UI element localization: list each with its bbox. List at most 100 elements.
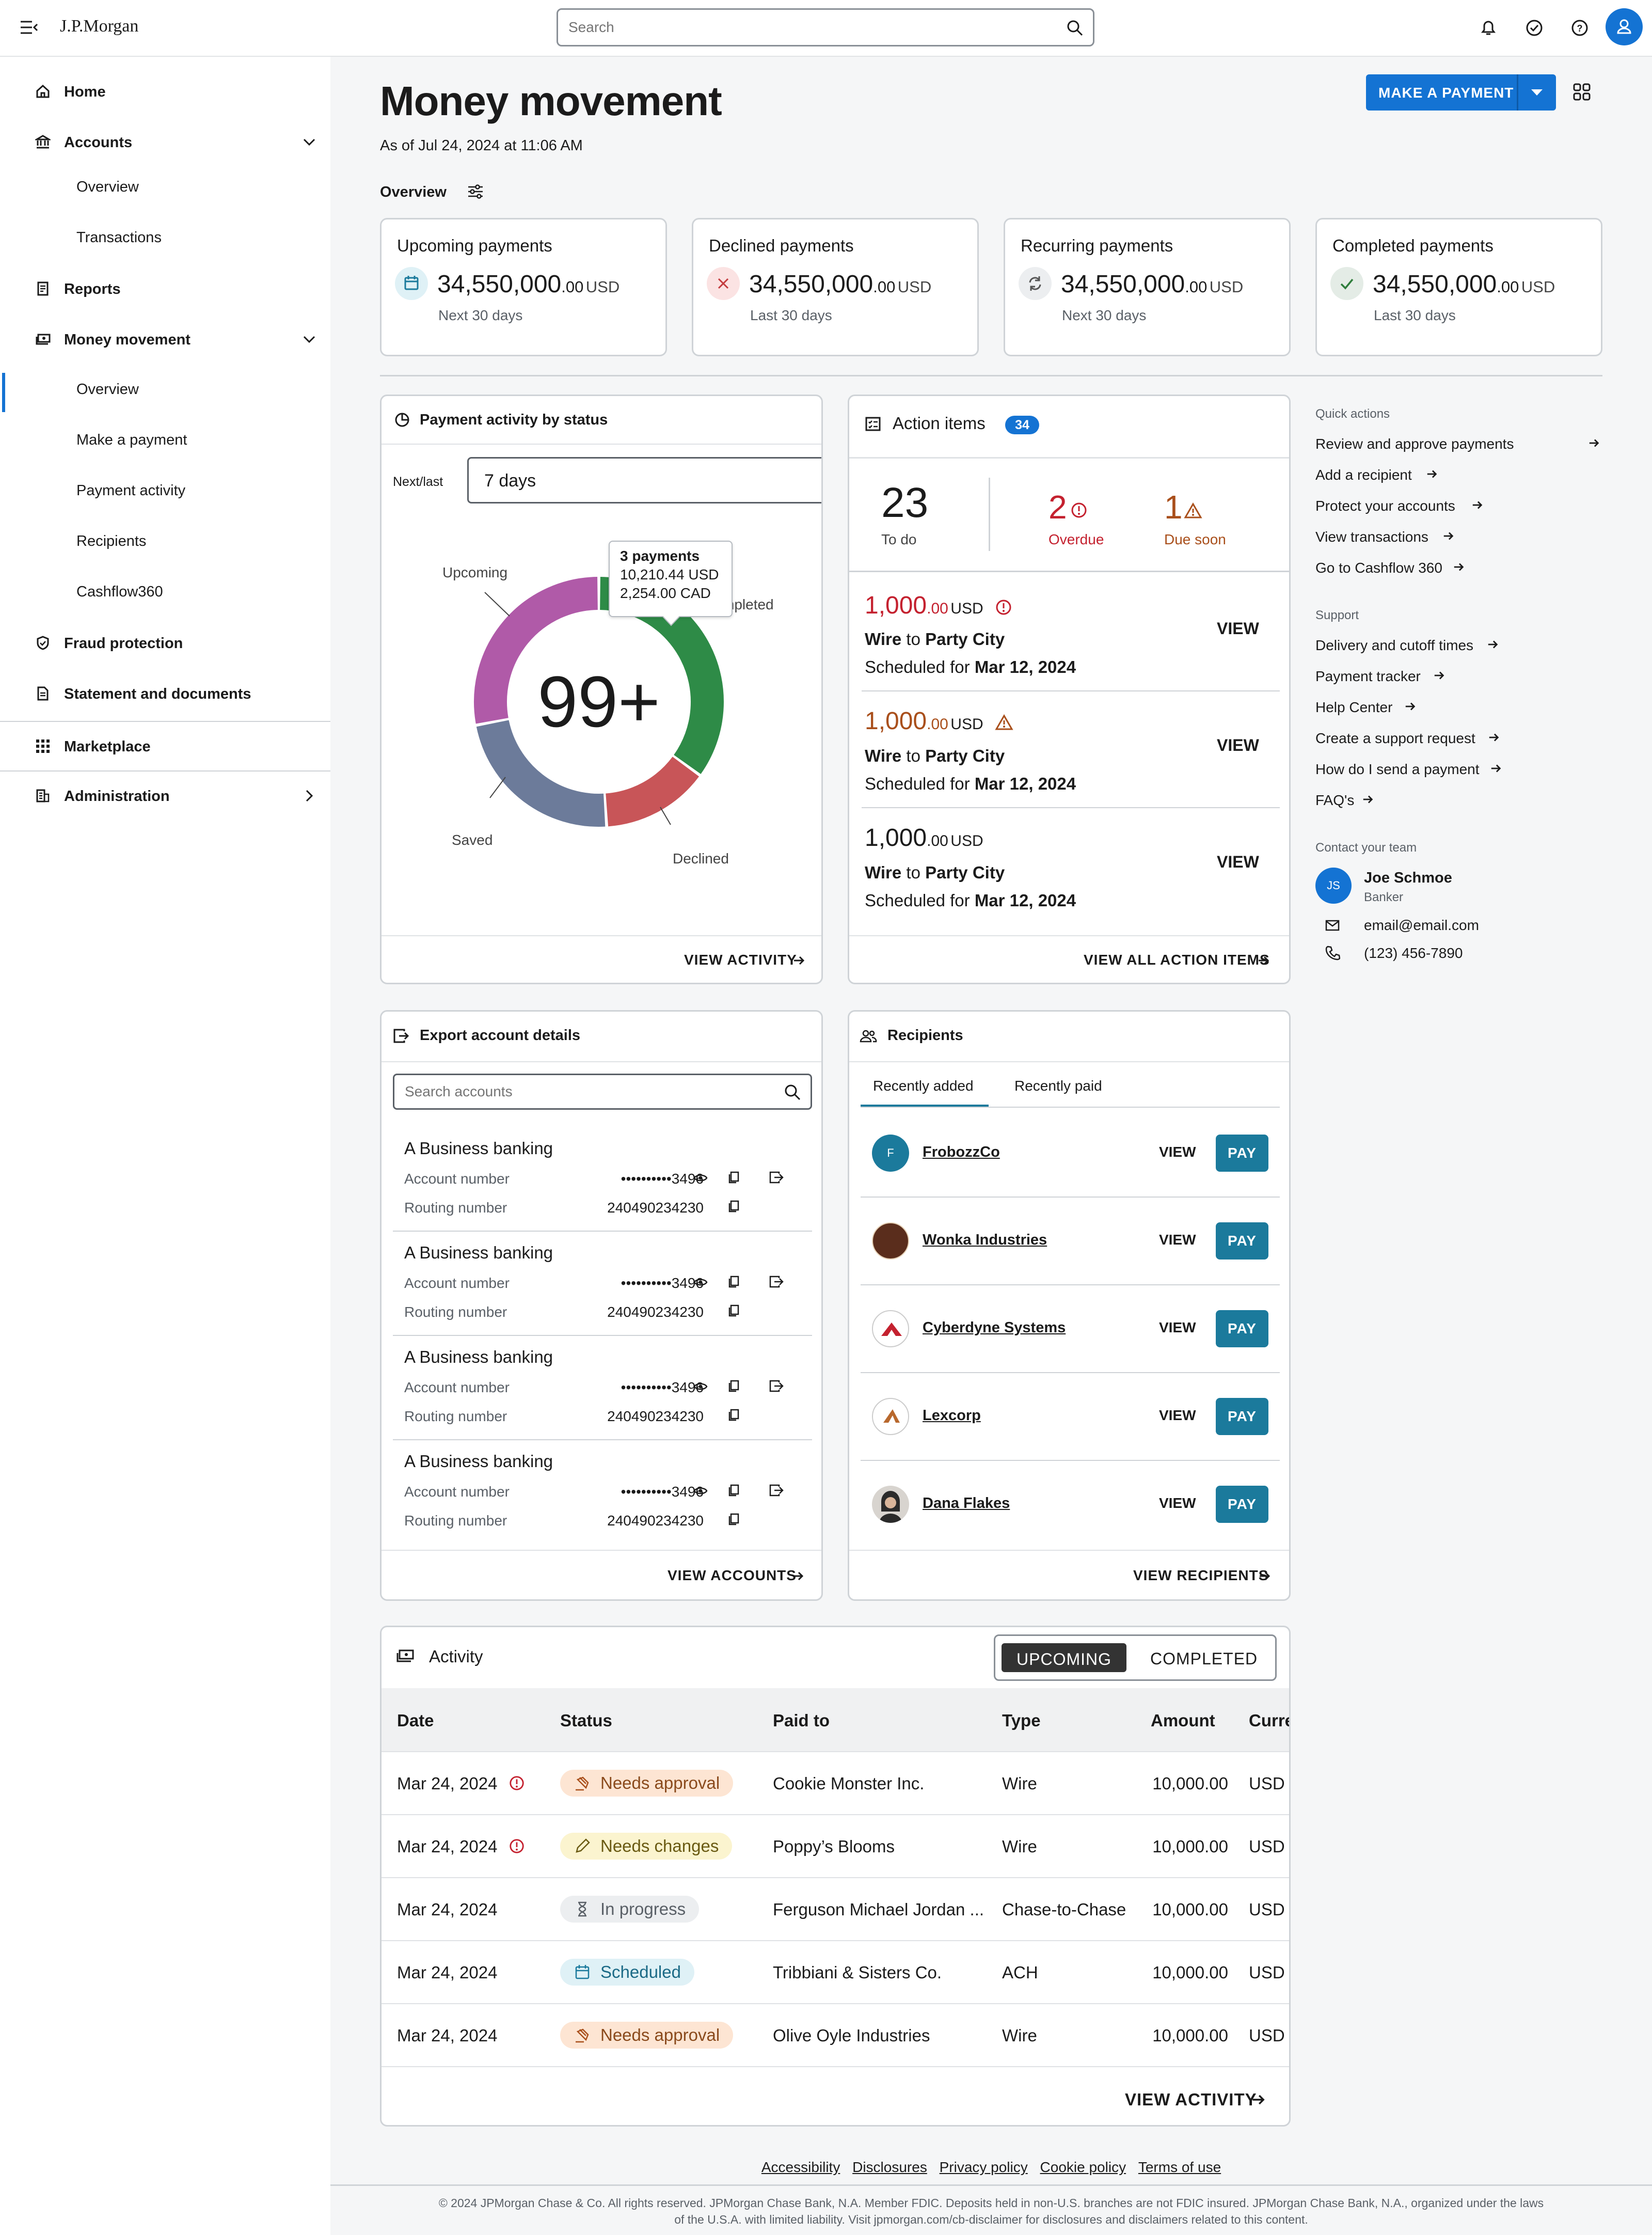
customize-grid-icon[interactable] [1572, 83, 1591, 101]
user-avatar-button[interactable] [1606, 8, 1643, 45]
table-row[interactable]: Mar 24, 2024 Needs changes Poppy’s Bloom… [382, 1814, 1289, 1877]
quick-action-protect[interactable]: Protect your accounts [1315, 498, 1455, 514]
sidebar-item-mm-overview[interactable]: Overview [76, 381, 139, 398]
col-type[interactable]: Type [1002, 1711, 1041, 1730]
eye-icon[interactable] [693, 1173, 708, 1183]
col-status[interactable]: Status [560, 1711, 612, 1730]
quick-action-view-transactions[interactable]: View transactions [1315, 529, 1428, 545]
recipient-name[interactable]: Dana Flakes [923, 1495, 1010, 1512]
banker-phone[interactable]: (123) 456-7890 [1364, 945, 1463, 961]
search-accounts-box[interactable] [393, 1074, 812, 1110]
period-select[interactable]: 7 days [467, 457, 821, 503]
due-count[interactable]: 1 [1164, 489, 1183, 526]
logo[interactable]: J.P.Morgan [60, 17, 139, 36]
view-activity-link[interactable]: VIEW ACTIVITY [684, 952, 797, 968]
footer-link-disclosures[interactable]: Disclosures [852, 2159, 927, 2175]
tab-recently-paid[interactable]: Recently paid [1014, 1078, 1102, 1094]
export-icon[interactable] [769, 1379, 784, 1393]
quick-action-review[interactable]: Review and approve payments [1315, 436, 1514, 452]
view-button[interactable]: VIEW [1159, 1319, 1196, 1335]
banker-email[interactable]: email@email.com [1364, 917, 1479, 933]
sidebar-item-fraud-protection[interactable]: Fraud protection [0, 620, 330, 666]
overdue-count[interactable]: 2 [1049, 489, 1067, 526]
footer-link-cookie[interactable]: Cookie policy [1040, 2159, 1126, 2175]
view-button[interactable]: VIEW [1217, 736, 1259, 754]
copy-icon[interactable] [727, 1379, 740, 1393]
copy-icon[interactable] [727, 1484, 740, 1497]
menu-collapse-icon[interactable] [20, 20, 38, 35]
sidebar-item-payment-activity[interactable]: Payment activity [76, 482, 186, 499]
pay-button[interactable]: PAY [1216, 1310, 1268, 1347]
view-button[interactable]: VIEW [1159, 1232, 1196, 1248]
help-icon[interactable]: ? [1570, 19, 1589, 37]
pay-button[interactable]: PAY [1216, 1398, 1268, 1435]
table-row[interactable]: Mar 24, 2024 In progress Ferguson Michae… [382, 1877, 1289, 1940]
copy-icon[interactable] [727, 1275, 740, 1288]
donut-chart[interactable]: 99+ [382, 515, 823, 876]
export-icon[interactable] [769, 1171, 784, 1184]
copy-icon[interactable] [727, 1171, 740, 1184]
search-box[interactable] [557, 8, 1094, 46]
col-paid-to[interactable]: Paid to [773, 1711, 830, 1730]
bell-icon[interactable] [1480, 19, 1497, 37]
pay-button[interactable]: PAY [1216, 1135, 1268, 1172]
view-button[interactable]: VIEW [1159, 1407, 1196, 1423]
copy-icon[interactable] [727, 1304, 740, 1317]
sidebar-item-administration[interactable]: Administration [0, 772, 330, 820]
recurring-payments-card[interactable]: Recurring payments 34,550,000.00 USD Nex… [1004, 218, 1291, 356]
sidebar-item-reports[interactable]: Reports [0, 265, 330, 312]
view-all-action-items-link[interactable]: VIEW ALL ACTION ITEMS [1084, 952, 1270, 968]
make-payment-button[interactable]: MAKE A PAYMENT [1366, 74, 1556, 111]
search-icon[interactable] [1066, 19, 1084, 37]
eye-icon[interactable] [693, 1277, 708, 1287]
search-input[interactable] [568, 17, 1033, 38]
footer-link-terms[interactable]: Terms of use [1138, 2159, 1221, 2175]
table-row[interactable]: Mar 24, 2024 Needs approval Olive Oyle I… [382, 2003, 1289, 2066]
eye-icon[interactable] [693, 1486, 708, 1496]
sidebar-item-marketplace[interactable]: Marketplace [0, 722, 330, 770]
view-recipients-link[interactable]: VIEW RECIPIENTS [1133, 1567, 1269, 1583]
donut-segment-upcoming[interactable] [474, 577, 598, 724]
col-date[interactable]: Date [397, 1711, 434, 1730]
export-icon[interactable] [769, 1484, 784, 1497]
sidebar-item-transactions[interactable]: Transactions [76, 229, 162, 246]
filter-settings-icon[interactable] [467, 183, 484, 200]
pay-button[interactable]: PAY [1216, 1222, 1268, 1260]
col-amount[interactable]: Amount [1151, 1711, 1215, 1730]
search-icon[interactable] [784, 1083, 801, 1101]
declined-payments-card[interactable]: Declined payments 34,550,000.00 USD Last… [692, 218, 979, 356]
donut-segment-saved[interactable] [476, 719, 606, 827]
sidebar-item-accounts[interactable]: Accounts [0, 119, 330, 165]
sidebar-item-make-payment[interactable]: Make a payment [76, 432, 187, 448]
view-button[interactable]: VIEW [1159, 1144, 1196, 1160]
table-row[interactable]: Mar 24, 2024 Scheduled Tribbiani & Siste… [382, 1940, 1289, 2003]
support-faq[interactable]: FAQ's [1315, 792, 1355, 808]
upcoming-payments-card[interactable]: Upcoming payments 34,550,000.00 USD Next… [380, 218, 667, 356]
view-button[interactable]: VIEW [1159, 1495, 1196, 1511]
recipient-name[interactable]: FrobozzCo [923, 1144, 1000, 1160]
quick-action-add-recipient[interactable]: Add a recipient [1315, 467, 1412, 483]
view-activity-link[interactable]: VIEW ACTIVITY [1125, 2090, 1257, 2109]
tab-recently-added[interactable]: Recently added [873, 1078, 974, 1094]
view-button[interactable]: VIEW [1217, 619, 1259, 638]
sidebar-item-cashflow360[interactable]: Cashflow360 [76, 584, 163, 600]
toggle-completed[interactable]: COMPLETED [1150, 1649, 1258, 1668]
recipient-name[interactable]: Wonka Industries [923, 1232, 1047, 1248]
quick-action-cashflow[interactable]: Go to Cashflow 360 [1315, 560, 1442, 576]
export-icon[interactable] [769, 1275, 784, 1288]
footer-link-privacy[interactable]: Privacy policy [939, 2159, 1028, 2175]
toggle-upcoming[interactable]: UPCOMING [1002, 1643, 1126, 1672]
caret-down-icon[interactable] [1529, 88, 1545, 97]
recipient-name[interactable]: Cyberdyne Systems [923, 1319, 1066, 1336]
footer-link-accessibility[interactable]: Accessibility [761, 2159, 840, 2175]
sidebar-item-statements[interactable]: Statement and documents [0, 670, 330, 717]
sidebar-item-home[interactable]: Home [0, 68, 330, 115]
view-button[interactable]: VIEW [1217, 853, 1259, 871]
recipient-name[interactable]: Lexcorp [923, 1407, 981, 1424]
search-accounts-input[interactable] [405, 1082, 766, 1101]
sidebar-item-accounts-overview[interactable]: Overview [76, 179, 139, 195]
sidebar-item-money-movement[interactable]: Money movement [0, 316, 330, 363]
eye-icon[interactable] [693, 1381, 708, 1392]
support-how-send[interactable]: How do I send a payment [1315, 761, 1480, 777]
view-accounts-link[interactable]: VIEW ACCOUNTS [668, 1567, 797, 1583]
